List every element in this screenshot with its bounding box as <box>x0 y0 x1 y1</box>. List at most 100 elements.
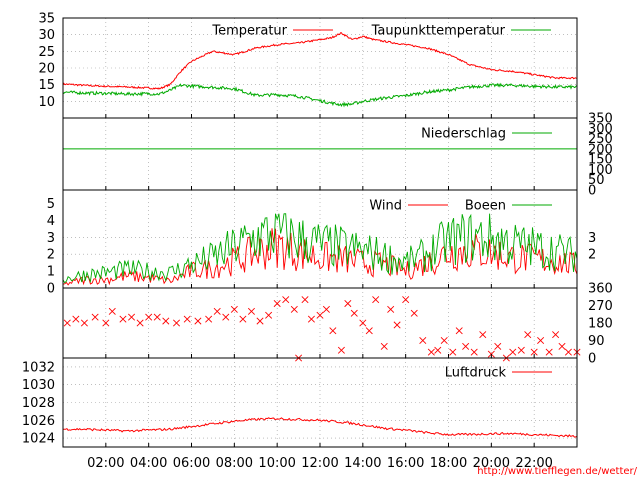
y-right-tick-label: 200 <box>588 142 613 157</box>
y-right-tick-label: 3 <box>588 231 596 246</box>
y-tick-label: 25 <box>38 45 55 60</box>
panel-frames <box>62 17 578 448</box>
wind-direction-point <box>410 309 418 317</box>
wind-direction-point <box>72 315 80 323</box>
wind-direction-point <box>462 342 470 350</box>
wind-direction-point <box>265 311 273 319</box>
wind-direction-point <box>365 327 373 335</box>
wind-direction-point <box>153 313 161 321</box>
y-right-tick-label: 360 <box>588 282 613 297</box>
x-tick-label: 16:00 <box>387 456 424 471</box>
y-tick-label: 15 <box>38 78 55 93</box>
wind-direction-point <box>494 342 502 350</box>
wind-direction-point <box>419 336 427 345</box>
y-tick-label: 20 <box>38 62 55 77</box>
wind-direction-point <box>359 319 367 327</box>
wind-direction-point <box>80 319 88 327</box>
y-right-tick-label: 250 <box>588 132 613 147</box>
x-tick-label: 06:00 <box>173 456 210 471</box>
series-line-wind <box>62 228 578 286</box>
y-right-tick-label: 270 <box>588 299 613 314</box>
x-tick-label: 10:00 <box>258 456 295 471</box>
wind-direction-point <box>307 315 315 323</box>
wind-direction-point <box>530 348 538 356</box>
wind-direction-point <box>91 313 99 321</box>
wind-direction-point <box>393 321 401 329</box>
y-right-tick-label: 2 <box>588 248 596 263</box>
wind-direction-point <box>344 300 352 308</box>
y-tick-label: 1030 <box>22 378 55 393</box>
y-tick-label: 1026 <box>22 414 55 429</box>
wind-direction-point <box>470 348 478 356</box>
wind-direction-point <box>455 327 463 335</box>
wind-direction-point <box>273 300 281 308</box>
y-tick-label: 2 <box>47 248 55 263</box>
wind-direction-point <box>402 296 410 304</box>
wind-direction-point <box>387 305 395 313</box>
wind-direction-point <box>136 319 144 327</box>
legend-label: Taupunkttemperatur <box>371 24 506 39</box>
wind-direction-point <box>183 315 191 323</box>
wind-direction-point <box>509 348 517 356</box>
wind-direction-point <box>316 311 324 319</box>
y-tick-label: 35 <box>38 12 55 27</box>
y-tick-label: 3 <box>47 231 55 246</box>
wind-direction-point <box>239 315 247 323</box>
wind-direction-point <box>552 331 560 339</box>
legend-label: Niederschlag <box>421 127 506 142</box>
tick-labels: 1015202530350501001502002503003500123452… <box>22 12 613 472</box>
wind-direction-point <box>558 342 566 350</box>
wind-direction-point <box>337 346 345 354</box>
wind-direction-point <box>427 348 435 356</box>
wind-direction-point <box>256 317 264 325</box>
series-line-taupunkttemperatur <box>62 82 578 108</box>
wind-direction-point <box>434 346 442 354</box>
x-tick-label: 04:00 <box>130 456 167 471</box>
wind-direction-point <box>517 346 525 354</box>
y-right-tick-label: 180 <box>588 317 613 332</box>
series-line-boeen <box>62 213 578 284</box>
wind-direction-point <box>290 305 298 313</box>
wind-direction-point <box>479 331 487 339</box>
wind-direction-point <box>301 296 309 304</box>
wind-direction-point <box>213 307 221 315</box>
wind-direction-point <box>119 315 127 323</box>
y-right-tick-label: 90 <box>588 334 605 349</box>
y-tick-label: 5 <box>47 197 55 212</box>
x-tick-label: 08:00 <box>216 456 253 471</box>
y-tick-label: 10 <box>38 95 55 110</box>
source-url: http://www.tiefflegen.de/wetter/ <box>477 466 637 477</box>
legend-label: Temperatur <box>211 24 287 39</box>
y-right-tick-label: 350 <box>588 112 613 127</box>
wind-direction-point <box>205 315 213 323</box>
wind-direction-point <box>194 317 202 325</box>
legend-label: Boeen <box>465 199 506 214</box>
x-tick-label: 02:00 <box>87 456 124 471</box>
wind-direction-point <box>524 331 532 339</box>
y-tick-label: 1024 <box>22 432 55 447</box>
series-line-luftdruck <box>63 417 578 438</box>
x-tick-label: 22:00 <box>515 456 552 471</box>
wind-direction-point <box>380 342 388 350</box>
wind-direction-point <box>63 319 71 327</box>
wind-direction-point <box>329 327 337 335</box>
wind-direction-point <box>230 305 238 313</box>
y-tick-label: 1 <box>47 265 55 280</box>
wind-direction-point <box>162 317 170 325</box>
y-right-tick-label: 100 <box>588 163 613 178</box>
x-tick-label: 18:00 <box>430 456 467 471</box>
wind-direction-point <box>564 348 572 356</box>
x-tick-label: 12:00 <box>301 456 338 471</box>
y-tick-label: 30 <box>38 28 55 43</box>
wind-direction-point <box>102 319 110 327</box>
legend-label: Luftdruck <box>445 366 507 381</box>
legend: Temperatur Taupunkttemperatur Niederschlag… <box>211 24 552 381</box>
y-tick-label: 0 <box>47 282 55 297</box>
wind-direction-point <box>247 307 255 315</box>
wind-direction-point <box>145 313 153 321</box>
y-right-tick-label: 50 <box>588 173 605 188</box>
wind-direction-point <box>222 313 230 321</box>
wind-direction-point <box>440 336 448 345</box>
